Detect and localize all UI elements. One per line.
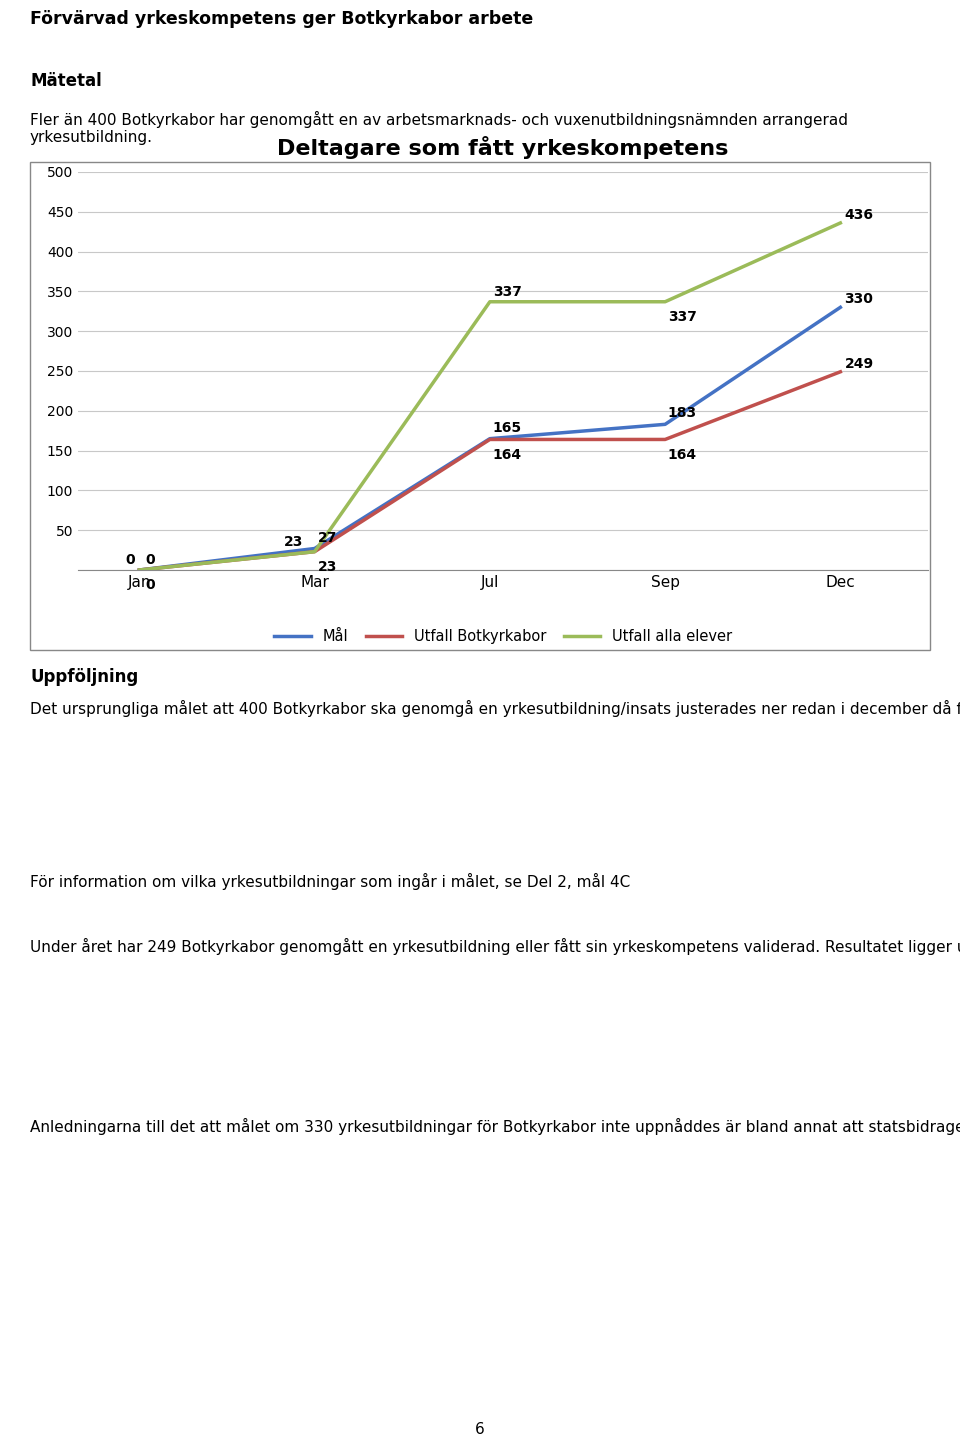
Text: 23: 23 [284,535,303,549]
Text: Det ursprungliga målet att 400 Botkyrkabor ska genomgå en yrkesutbildning/insats: Det ursprungliga målet att 400 Botkyrkab… [30,700,960,717]
Text: 330: 330 [845,292,874,307]
Text: 0: 0 [126,554,135,567]
Text: Förvärvad yrkeskompetens ger Botkyrkabor arbete: Förvärvad yrkeskompetens ger Botkyrkabor… [30,10,533,27]
Text: 6: 6 [475,1423,485,1437]
Text: Anledningarna till det att målet om 330 yrkesutbildningar för Botkyrkabor inte u: Anledningarna till det att målet om 330 … [30,1118,960,1135]
Text: 165: 165 [492,421,521,435]
Legend: Mål, Utfall Botkyrkabor, Utfall alla elever: Mål, Utfall Botkyrkabor, Utfall alla ele… [269,623,737,651]
Title: Deltagare som fått yrkeskompetens: Deltagare som fått yrkeskompetens [277,136,729,159]
Text: 164: 164 [668,448,697,461]
Text: Uppföljning: Uppföljning [30,668,138,685]
Text: 183: 183 [668,406,697,421]
Text: Mätetal: Mätetal [30,72,102,90]
Text: 249: 249 [845,357,874,370]
Text: Fler än 400 Botkyrkabor har genomgått en av arbetsmarknads- och vuxenutbildnings: Fler än 400 Botkyrkabor har genomgått en… [30,111,848,145]
Text: 0: 0 [145,578,155,593]
Text: 27: 27 [318,531,337,545]
Text: 436: 436 [845,208,874,221]
Text: För information om vilka yrkesutbildningar som ingår i målet, se Del 2, mål 4C: För information om vilka yrkesutbildning… [30,873,631,891]
Text: 164: 164 [492,448,521,461]
Text: 337: 337 [492,285,521,299]
Text: Under året har 249 Botkyrkabor genomgått en yrkesutbildning eller fått sin yrkes: Under året har 249 Botkyrkabor genomgått… [30,938,960,954]
Text: 337: 337 [668,311,697,324]
Text: 0: 0 [145,554,155,567]
Text: 23: 23 [318,560,337,574]
